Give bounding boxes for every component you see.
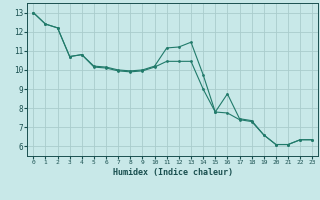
X-axis label: Humidex (Indice chaleur): Humidex (Indice chaleur) [113, 168, 233, 177]
